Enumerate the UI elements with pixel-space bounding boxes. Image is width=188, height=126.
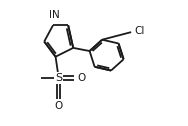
Text: S: S: [55, 73, 62, 83]
Text: O: O: [78, 73, 86, 83]
Text: N: N: [52, 10, 60, 20]
Text: H: H: [49, 10, 56, 20]
Text: Cl: Cl: [134, 26, 145, 36]
Text: O: O: [55, 101, 63, 111]
